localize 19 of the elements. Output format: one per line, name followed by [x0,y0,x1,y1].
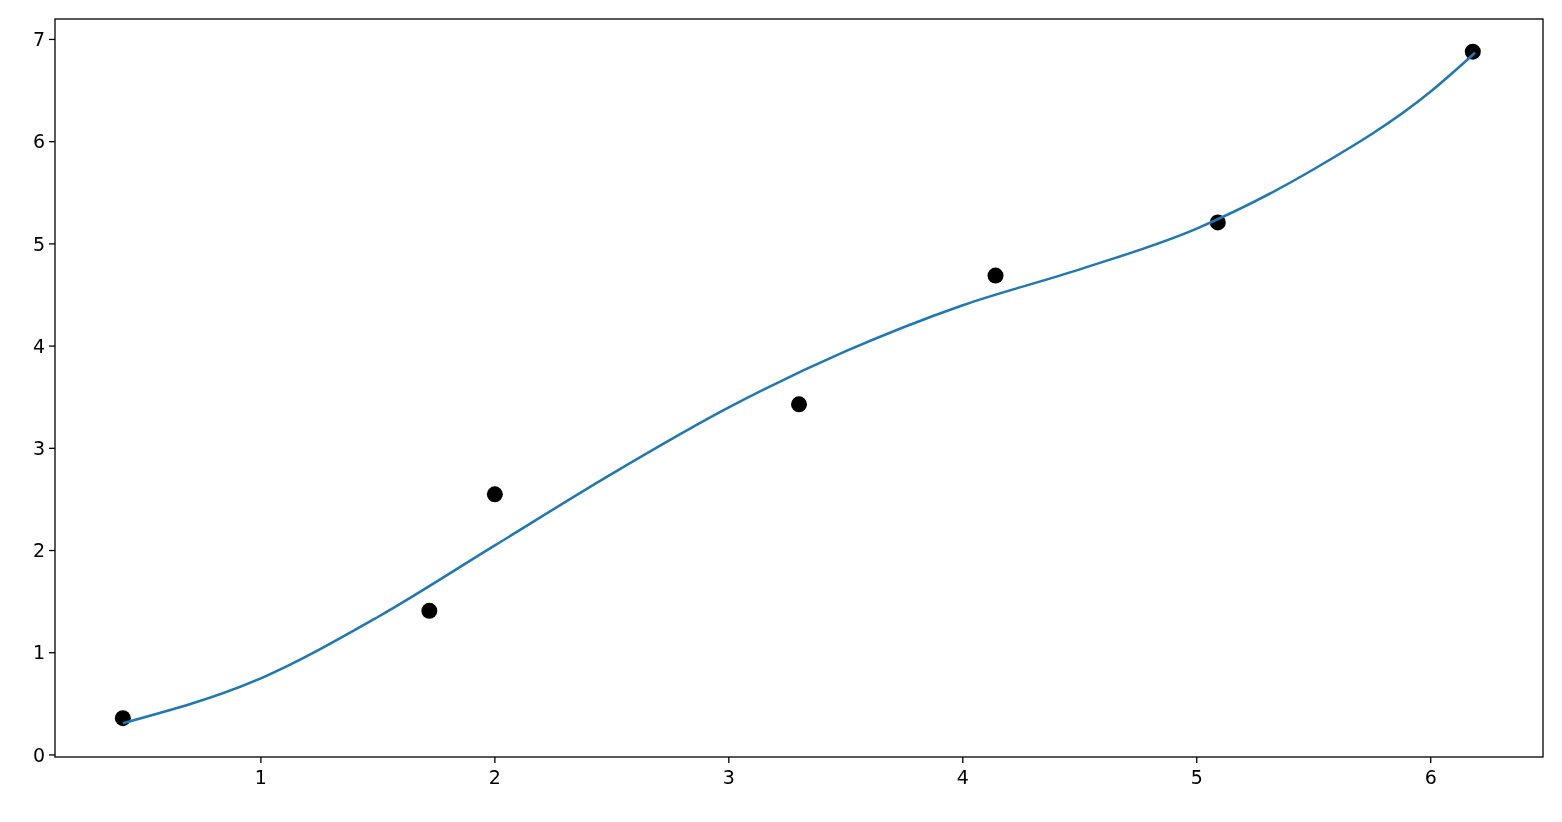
x-tick-label: 1 [254,766,267,788]
y-tick-label: 7 [32,28,45,51]
y-tick-label: 5 [32,232,45,255]
y-tick-label: 2 [32,539,45,562]
x-tick-label: 2 [488,766,501,788]
x-tick-label: 6 [1424,766,1437,788]
point [421,602,438,619]
point [987,267,1004,284]
x-tick-label: 4 [956,766,969,788]
y-tick-label: 6 [32,130,45,153]
y-tick-label: 4 [32,334,45,357]
y-tick-label: 3 [32,436,45,459]
point [486,486,503,503]
point [114,710,131,727]
y-tick-label: 0 [32,743,45,766]
y-tick-label: 1 [32,641,45,664]
x-tick-label: 3 [722,766,735,788]
point [791,396,807,413]
x-tick-label: 5 [1190,766,1203,788]
